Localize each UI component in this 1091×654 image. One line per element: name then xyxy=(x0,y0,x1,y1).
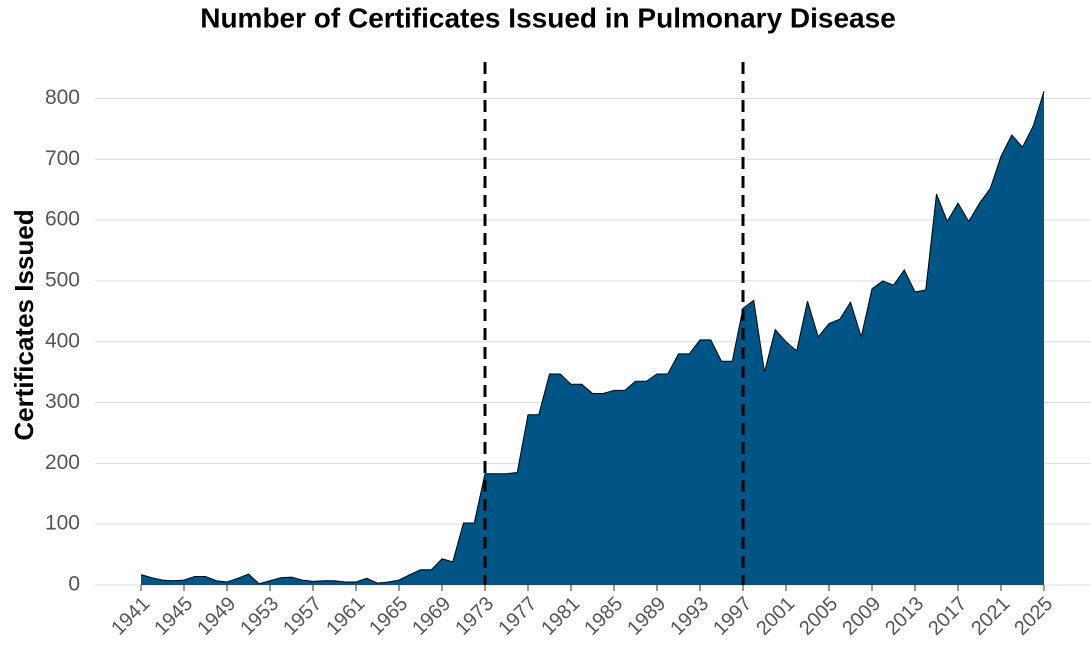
x-tick-label: 2021 xyxy=(967,593,1014,640)
x-tick-label: 1961 xyxy=(322,593,369,640)
y-tick-label: 800 xyxy=(45,86,80,109)
x-tick-label: 1981 xyxy=(537,593,584,640)
y-tick-label: 300 xyxy=(45,390,80,413)
x-tick-label: 1965 xyxy=(365,593,412,640)
x-tick-label: 1985 xyxy=(580,593,627,640)
x-tick-label: 2005 xyxy=(795,593,842,640)
y-tick-label: 700 xyxy=(45,147,80,170)
x-tick-label: 2001 xyxy=(752,593,799,640)
y-tick-label: 400 xyxy=(45,329,80,352)
x-tick-label: 2025 xyxy=(1010,593,1057,640)
x-tick-label: 1957 xyxy=(279,593,326,640)
x-tick-label: 1949 xyxy=(193,593,240,640)
area-outline xyxy=(140,91,1045,585)
y-tick-label: 600 xyxy=(45,208,80,231)
x-tick-label: 2009 xyxy=(838,593,885,640)
x-tick-label: 2013 xyxy=(881,593,928,640)
x-tick-label: 1969 xyxy=(408,593,455,640)
x-tick-label: 1993 xyxy=(666,593,713,640)
y-tick-label: 0 xyxy=(68,573,80,596)
x-tick-label: 1997 xyxy=(709,593,756,640)
chart-title: Number of Certificates Issued in Pulmona… xyxy=(200,2,896,33)
x-tick-label: 1989 xyxy=(623,593,670,640)
x-tick-label: 1953 xyxy=(236,593,283,640)
x-tick-label: 2017 xyxy=(924,593,971,640)
y-tick-label: 200 xyxy=(45,451,80,474)
y-tick-label: 100 xyxy=(45,512,80,535)
x-tick-label: 1977 xyxy=(494,593,541,640)
y-tick-label: 500 xyxy=(45,268,80,291)
x-tick-label: 1945 xyxy=(150,593,197,640)
y-axis-label: Certificates Issued xyxy=(9,209,39,440)
area xyxy=(141,91,1044,585)
x-tick-label: 1941 xyxy=(107,593,154,640)
x-tick-label: 1973 xyxy=(451,593,498,640)
